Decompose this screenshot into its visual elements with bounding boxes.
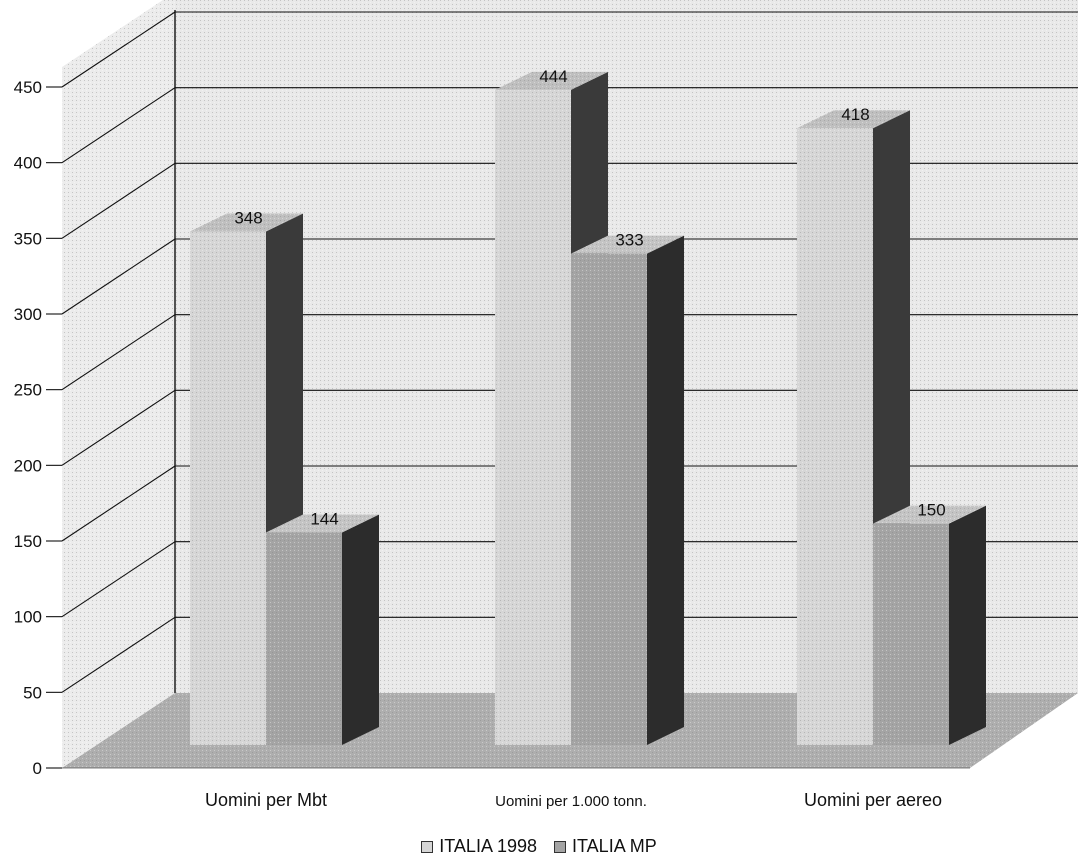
legend: ITALIA 1998 ITALIA MP — [0, 836, 1078, 858]
y-tick-label-450: 450 — [14, 78, 42, 97]
data-label-italia-1998-uomini-per-1-000-tonn: 444 — [539, 67, 567, 86]
data-label-italia-mp-uomini-per-1-000-tonn: 333 — [615, 231, 643, 250]
bar-italia-1998-uomini-per-mbt-texture — [190, 231, 266, 746]
x-category-label-uomini-per-aereo: Uomini per aereo — [804, 790, 942, 810]
bar-chart: 0 50 100 150 200 250 300 350 400 450 348 144 Uomini… — [14, 0, 1078, 810]
y-tick-label-250: 250 — [14, 381, 42, 400]
bar-italia-1998-uomini-per-aereo-texture — [797, 128, 873, 745]
legend-item-italia-1998: ITALIA 1998 — [421, 836, 537, 857]
bar-italia-1998-uomini-per-mbt-top-texture — [190, 213, 303, 232]
bar-italia-mp-uomini-per-1-000-tonn-texture — [571, 253, 647, 745]
y-tick-label-50: 50 — [23, 683, 42, 702]
legend-item-italia-mp: ITALIA MP — [554, 836, 657, 857]
gridline-diagonal-200 — [61, 389, 176, 466]
gridline-diagonal-450 — [61, 11, 176, 88]
gridline-diagonal-250 — [61, 314, 176, 391]
legend-label-italia-1998: ITALIA 1998 — [439, 836, 537, 856]
x-category-label-uomini-per-mbt: Uomini per Mbt — [205, 790, 327, 810]
bar-italia-mp-uomini-per-mbt-side — [342, 514, 379, 745]
bar-italia-mp-uomini-per-1-000-tonn-top-texture — [571, 235, 684, 254]
bar-italia-1998-uomini-per-1-000-tonn-top-texture — [495, 71, 608, 90]
y-tick-label-150: 150 — [14, 532, 42, 551]
legend-swatch-italia-1998 — [421, 840, 434, 853]
bar-italia-1998-uomini-per-1-000-tonn-texture — [495, 89, 571, 745]
bar-italia-mp-uomini-per-aereo-texture — [873, 523, 949, 745]
x-category-label-uomini-per-1-000-tonn: Uomini per 1.000 tonn. — [495, 793, 647, 810]
y-tick-label-100: 100 — [14, 608, 42, 627]
y-tick-label-0: 0 — [33, 759, 42, 778]
y-tick-label-200: 200 — [14, 456, 42, 475]
gridline-diagonal-100 — [61, 541, 176, 618]
bar-italia-1998-uomini-per-aereo-top-texture — [797, 110, 910, 129]
data-label-italia-1998-uomini-per-aereo: 418 — [841, 105, 869, 124]
gridline-diagonal-50 — [61, 616, 176, 693]
side-wall-texture — [62, 0, 175, 768]
y-tick-label-350: 350 — [14, 229, 42, 248]
data-label-italia-mp-uomini-per-aereo: 150 — [917, 501, 945, 520]
gridline-diagonal-150 — [61, 465, 176, 542]
bar-italia-mp-uomini-per-aereo-side — [949, 505, 986, 745]
gridline-diagonal-400 — [61, 87, 176, 164]
bar-italia-mp-uomini-per-aereo-top-texture — [873, 505, 986, 524]
y-tick-label-400: 400 — [14, 154, 42, 173]
data-label-italia-mp-uomini-per-mbt: 144 — [310, 510, 338, 529]
gridline-diagonal-300 — [61, 238, 176, 315]
bar-italia-mp-uomini-per-mbt-top-texture — [266, 514, 379, 533]
legend-label-italia-mp: ITALIA MP — [572, 836, 657, 856]
legend-swatch-italia-mp — [554, 840, 567, 853]
gridline-diagonal-350 — [61, 162, 176, 239]
y-tick-label-300: 300 — [14, 305, 42, 324]
data-label-italia-1998-uomini-per-mbt: 348 — [234, 209, 262, 228]
bar-italia-mp-uomini-per-1-000-tonn-side — [647, 235, 684, 745]
bar-italia-mp-uomini-per-mbt-texture — [266, 532, 342, 745]
